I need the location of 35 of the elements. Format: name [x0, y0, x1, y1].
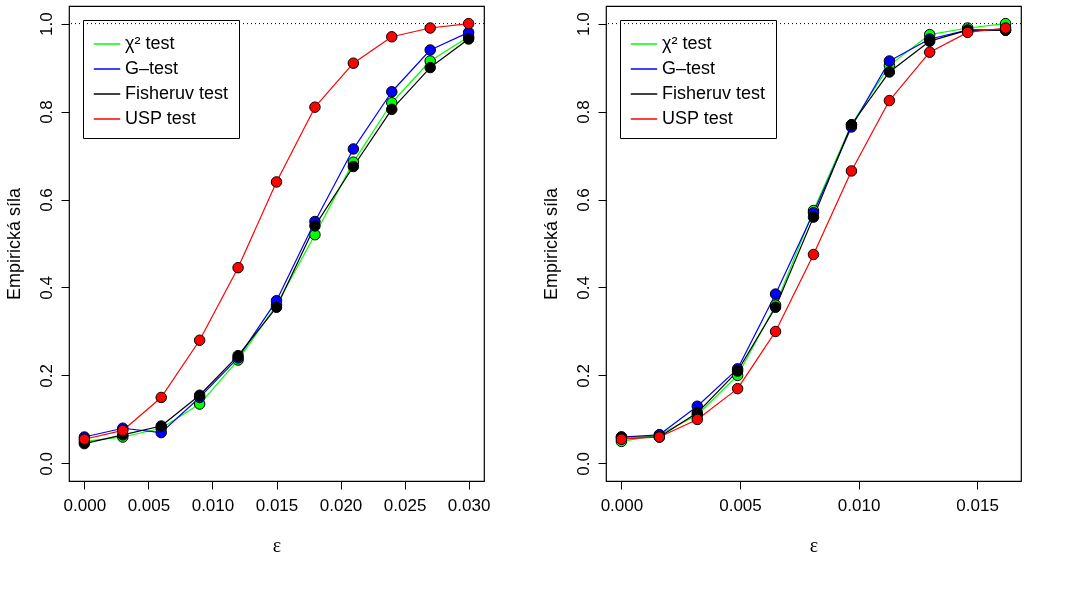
x-tick-label: 0.000 [63, 495, 107, 515]
y-tick-label: 0.6 [573, 188, 593, 212]
y-tick-label: 0.2 [36, 364, 56, 388]
x-tick-label: 0.010 [837, 495, 881, 515]
y-tick-label: 0.0 [573, 452, 593, 476]
y-tick-label: 0.4 [573, 276, 593, 300]
x-tick-label: 0.010 [191, 495, 235, 515]
y-tick-label: 0.8 [573, 100, 593, 124]
y-tick-label: 0.8 [36, 100, 56, 124]
y-tick-label: 0.4 [36, 276, 56, 300]
x-axis-title: ε [809, 533, 819, 556]
y-tick-label: 1.0 [573, 12, 593, 36]
x-tick-label: 0.005 [719, 495, 762, 515]
x-axis-title: ε [272, 533, 282, 556]
legend-label: Fisheruv test [662, 83, 766, 103]
x-tick-label: 0.015 [956, 495, 999, 515]
x-tick-label: 0.020 [319, 495, 363, 515]
legend-label: G–test [662, 58, 716, 78]
legend-label: G–test [125, 58, 179, 78]
legend-label: Fisheruv test [125, 83, 229, 103]
y-axis-title: Empirická síla [3, 187, 24, 301]
legend-label: USP test [125, 108, 196, 128]
legend-label: USP test [662, 108, 733, 128]
legend-label: χ² test [662, 33, 712, 53]
x-tick-label: 0.000 [600, 495, 644, 515]
y-tick-label: 0.0 [36, 452, 56, 476]
y-tick-label: 0.2 [573, 364, 593, 388]
y-tick-label: 0.6 [36, 188, 56, 212]
legend-label: χ² test [125, 33, 175, 53]
x-tick-label: 0.005 [127, 495, 171, 515]
y-axis-title: Empirická síla [540, 187, 561, 301]
y-tick-label: 1.0 [36, 12, 56, 36]
x-tick-label: 0.025 [383, 495, 427, 515]
x-tick-label: 0.030 [447, 495, 491, 515]
x-tick-label: 0.015 [255, 495, 299, 515]
